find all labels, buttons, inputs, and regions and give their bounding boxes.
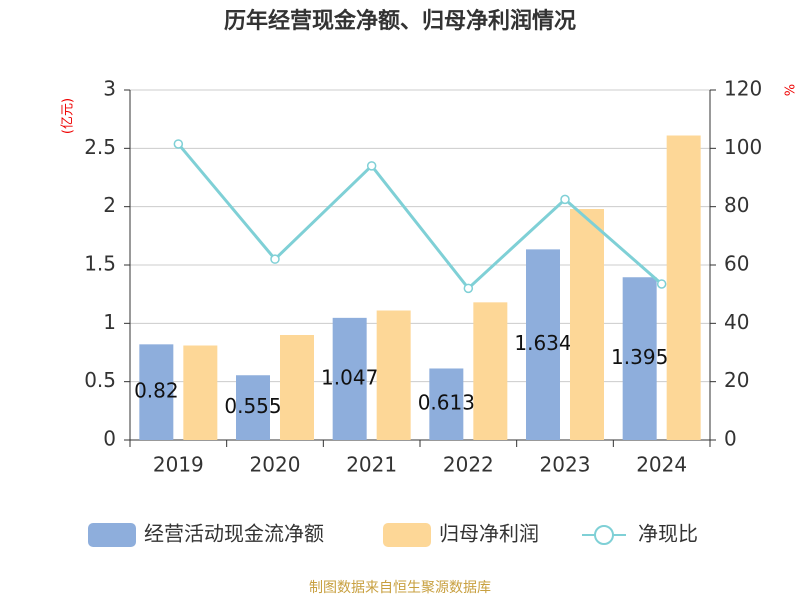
y2-tick-label: 60 (724, 252, 749, 276)
bar (332, 317, 367, 440)
legend-label: 归母净利润 (439, 522, 539, 546)
y-tick-label: 3 (103, 77, 116, 101)
x-tick-label: 2022 (443, 453, 494, 477)
x-tick-label: 2023 (540, 453, 591, 477)
bar (570, 209, 604, 440)
x-tick-label: 2021 (346, 453, 397, 477)
data-label: 0.613 (418, 391, 475, 415)
data-label: 0.82 (134, 379, 179, 403)
x-tick-label: 2024 (636, 453, 687, 477)
y2-tick-label: 100 (724, 135, 762, 159)
data-label: 1.395 (611, 345, 668, 369)
line-point (463, 283, 474, 294)
bar (622, 277, 657, 440)
y-tick-label: 0.5 (84, 368, 116, 392)
bar (473, 302, 508, 440)
bar (139, 344, 174, 440)
legend-swatch (594, 525, 614, 545)
y2-tick-label: 40 (724, 310, 749, 334)
line-point (366, 161, 377, 171)
y2-tick-label: 20 (724, 368, 749, 392)
x-tick-label: 2019 (153, 453, 204, 477)
line-point (173, 139, 184, 149)
source-note: 制图数据来自恒生聚源数据库 (309, 580, 491, 596)
chart-title: 历年经营现金净额、归母净利润情况 (224, 8, 576, 34)
y-tick-label: 1 (103, 310, 116, 334)
legend-label: 经营活动现金流净额 (144, 522, 324, 546)
bar (429, 368, 464, 440)
bar (183, 345, 218, 440)
legend-label: 净现比 (638, 522, 698, 546)
line-point (656, 279, 667, 289)
bar (526, 249, 560, 440)
y-tick-label: 0 (103, 427, 116, 451)
data-label: 0.555 (224, 394, 281, 418)
data-label: 1.047 (321, 365, 378, 389)
data-label: 1.634 (514, 331, 571, 355)
y-tick-label: 2.5 (84, 135, 116, 159)
y-axis-label: (亿元) (61, 98, 76, 134)
y2-tick-label: 80 (724, 193, 749, 217)
legend-swatch (88, 523, 136, 547)
bar (280, 335, 314, 440)
legend-swatch (383, 523, 431, 547)
bar (236, 375, 270, 440)
bar (666, 135, 701, 440)
y-tick-label: 2 (103, 193, 116, 217)
bar (376, 310, 411, 440)
y2-axis-label: % (781, 84, 796, 96)
y2-tick-label: 0 (724, 427, 737, 451)
line (177, 142, 663, 291)
line-point (560, 194, 570, 205)
y-tick-label: 1.5 (84, 252, 116, 276)
x-tick-label: 2020 (250, 453, 301, 477)
y2-tick-label: 120 (724, 77, 762, 101)
line-point (270, 254, 280, 264)
